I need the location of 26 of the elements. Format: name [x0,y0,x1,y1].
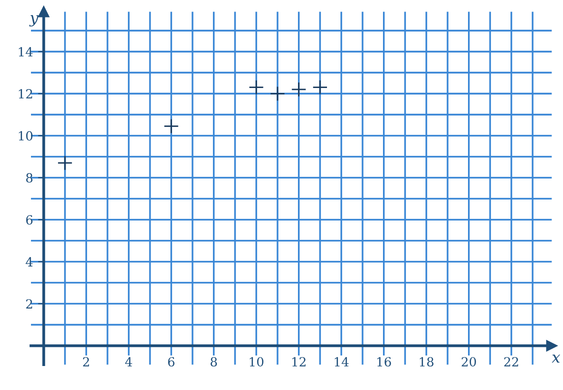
point [312,80,328,95]
y-tick-label: 14 [18,47,33,56]
y-tick-label: 4 [26,257,33,266]
x-tick-label: 16 [377,357,391,367]
x-tick-label: 20 [462,357,476,367]
y-tick-label: 10 [18,131,32,141]
point [57,155,73,171]
x-tick-label: 22 [504,357,518,366]
x-tick-label: 14 [334,357,349,366]
y-tick-label: 8 [26,173,32,183]
point [291,82,306,98]
x-tick-label: 4 [125,357,132,366]
x-tick-label: 6 [168,357,174,367]
x-tick-label: 2 [83,357,89,366]
point [270,86,286,102]
y-tick-label: 12 [18,89,32,98]
point [248,80,264,95]
x-tick-label: 18 [420,357,434,367]
x-tick-label: 8 [210,357,217,367]
y-tick-label: 6 [26,215,33,225]
x-tick-label: 10 [250,357,264,367]
x-axis-title: x [552,354,560,363]
y-axis-title: y [29,15,39,26]
point [164,118,179,134]
x-tick-label: 12 [292,357,306,366]
y-tick-label: 2 [26,299,32,308]
